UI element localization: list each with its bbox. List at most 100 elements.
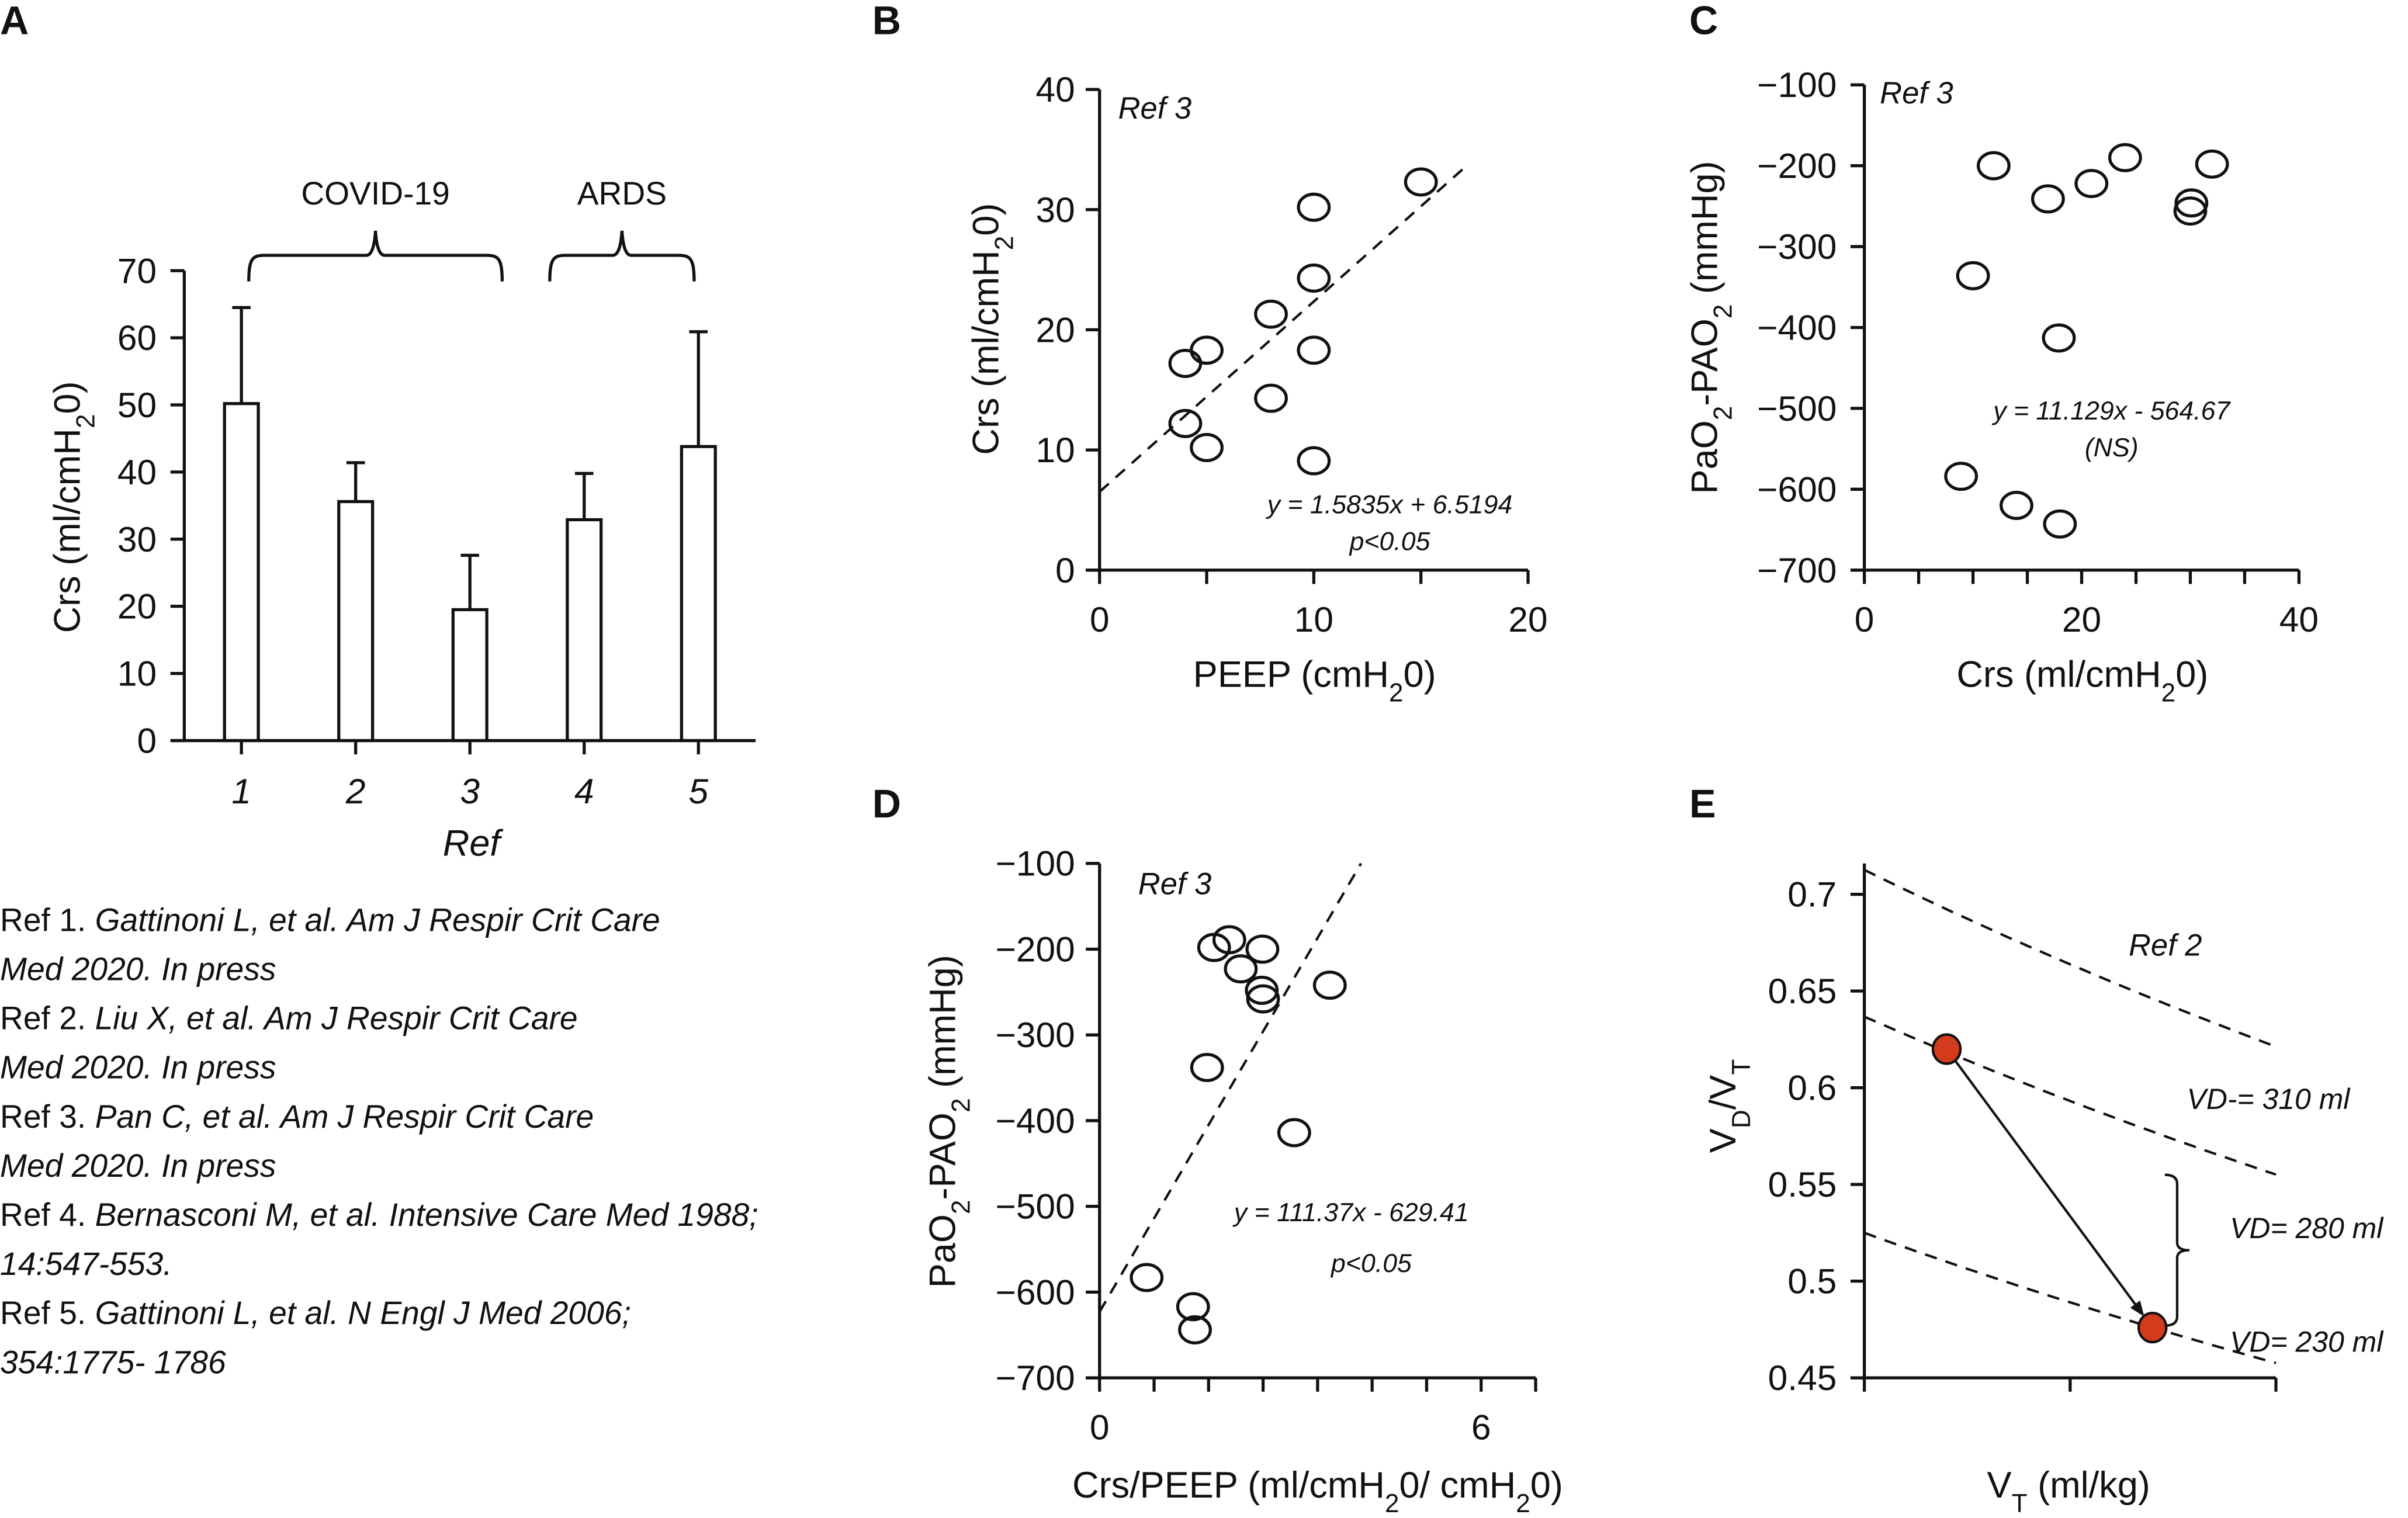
reference-item: Ref 1. Gattinoni L, et al. Am J Respir C… [0,902,660,938]
data-point [1190,335,1224,365]
reference-label: Ref 3. [0,1098,86,1135]
y-axis-label-part: 2 [947,1200,975,1215]
y-axis-label: PaO2-PAO2 (mmHg) [1684,161,1737,494]
x-tick-label: 2 [345,771,366,811]
y-tick-label: 20 [117,587,157,626]
y-axis-label-part: D [1727,1110,1755,1128]
significance-label: (NS) [2085,434,2139,462]
regression-equation: y = 111.37x - 629.41 [1232,1198,1469,1227]
data-point [1254,383,1288,413]
y-axis-label-part: -PAO [923,1112,964,1200]
x-axis-label-part: PEEP (cmH [1193,654,1389,695]
y-tick-label: 0 [137,720,157,760]
x-axis-label-part: 2 [1389,678,1404,707]
bar [680,445,717,743]
curve-label: VD-= 310 ml [2187,1083,2351,1115]
axes [1850,863,2278,1392]
y-tick-label: −100 [996,844,1075,883]
data-point [2074,169,2109,199]
panel-label: C [1689,0,1718,43]
x-axis-label-part: Ref [443,823,504,864]
y-axis-label-part: 2 [1709,406,1737,421]
x-axis-label-part: V [1987,1465,2012,1506]
reference-citation-cont: 14:547-553. [0,1246,172,1282]
y-axis-label-part: 2 [1709,304,1737,319]
panel-label: A [0,0,29,43]
y-axis-label-part: Crs (ml/cmH [47,428,88,633]
reference-item: Ref 5. Gattinoni L, et al. N Engl J Med … [0,1295,631,1331]
x-axis-label-part: Crs (ml/cmH [1956,654,2161,695]
x-axis-label: PEEP (cmH20) [1193,654,1436,707]
reference-list: Ref 1. Gattinoni L, et al. Am J Respir C… [0,902,758,1380]
axes [1086,88,1530,584]
data-point [1297,446,1331,476]
panel-label: D [872,782,901,826]
bar [223,402,260,743]
y-tick-label: 0 [1055,550,1075,590]
data-point [1976,151,2011,181]
y-axis-label: Crs (ml/cmH20) [965,203,1018,455]
y-tick-label: −400 [996,1101,1075,1141]
y-axis-label-part: /V [1703,1075,1744,1110]
y-tick-label: 0.65 [1768,971,1837,1011]
y-tick-label: 0.55 [1768,1165,1837,1204]
group-brace [247,230,504,282]
y-tick-label: 60 [117,318,157,358]
x-tick-label: 20 [1508,599,1547,639]
reference-citation: Liu X, et al. Am J Respir Crit Care [95,1000,578,1037]
panel-label: B [872,0,901,43]
y-tick-label: −300 [996,1015,1075,1055]
bar [337,500,375,743]
bar [451,608,488,743]
x-axis-label-part: 0) [1530,1465,1563,1506]
arrow [1953,1059,2144,1317]
y-axis-label: VD/VT [1703,1059,1756,1153]
panel-label: E [1689,782,1716,826]
panel-e: E0.450.50.550.60.650.7VT (ml/kg)VD/VTRef… [1689,782,2384,1518]
reference-citation: Gattinoni L, et al. Am J Respir Crit Car… [95,902,660,938]
vd-curve [1863,868,2277,1048]
y-axis-label-part: T [1727,1059,1755,1075]
y-axis-label-part: 2 [71,414,100,429]
data-point [1944,462,1979,491]
y-tick-label: −100 [1757,65,1837,105]
significance-label: p<0.05 [1330,1249,1412,1278]
ref-annotation: Ref 2 [2129,928,2202,962]
y-tick-label: 10 [117,654,157,694]
y-axis-label-part: PaO [923,1214,964,1288]
axes [1850,83,2301,584]
reference-citation: Bernasconi M, et al. Intensive Care Med … [95,1197,758,1233]
data-point [2108,143,2142,172]
reference-item: Ref 2. Liu X, et al. Am J Respir Crit Ca… [0,1000,578,1037]
x-tick-label: 40 [2279,599,2319,639]
axes [170,269,756,755]
data-point [1931,1033,1962,1065]
y-tick-label: −300 [1757,227,1837,266]
y-axis-label-part: (mmHg) [923,955,964,1098]
y-tick-label: −600 [996,1272,1075,1312]
y-tick-label: 10 [1035,430,1075,470]
data-point [2195,149,2229,179]
x-tick-label: 1 [231,771,251,811]
data-point [1404,167,1438,197]
x-tick-label: 20 [2062,599,2101,639]
curve-label: VD= 230 ml [2230,1325,2384,1358]
reference-item: Ref 4. Bernasconi M, et al. Intensive Ca… [0,1197,758,1233]
x-axis-label-part: Crs/PEEP (ml/cmH [1072,1465,1385,1506]
y-axis-label-part: 0) [965,203,1006,236]
reference-citation: Pan C, et al. Am J Respir Crit Care [95,1098,594,1135]
x-axis-label-part: 0) [2175,654,2208,695]
y-axis-label-part: V [1703,1128,1744,1153]
y-axis-label: Crs (ml/cmH20) [47,382,100,633]
data-point [1129,1263,1164,1292]
x-tick-label: 5 [688,771,708,811]
y-tick-label: −400 [1757,308,1837,348]
bracket [2164,1173,2190,1327]
reference-citation-cont: Med 2020. In press [0,1049,276,1086]
y-tick-label: 0.6 [1787,1068,1837,1108]
reference-label: Ref 5. [0,1295,86,1331]
data-point [1254,299,1288,329]
data-point [1245,975,1279,1005]
data-point [1224,954,1258,984]
y-tick-label: −200 [996,929,1075,969]
